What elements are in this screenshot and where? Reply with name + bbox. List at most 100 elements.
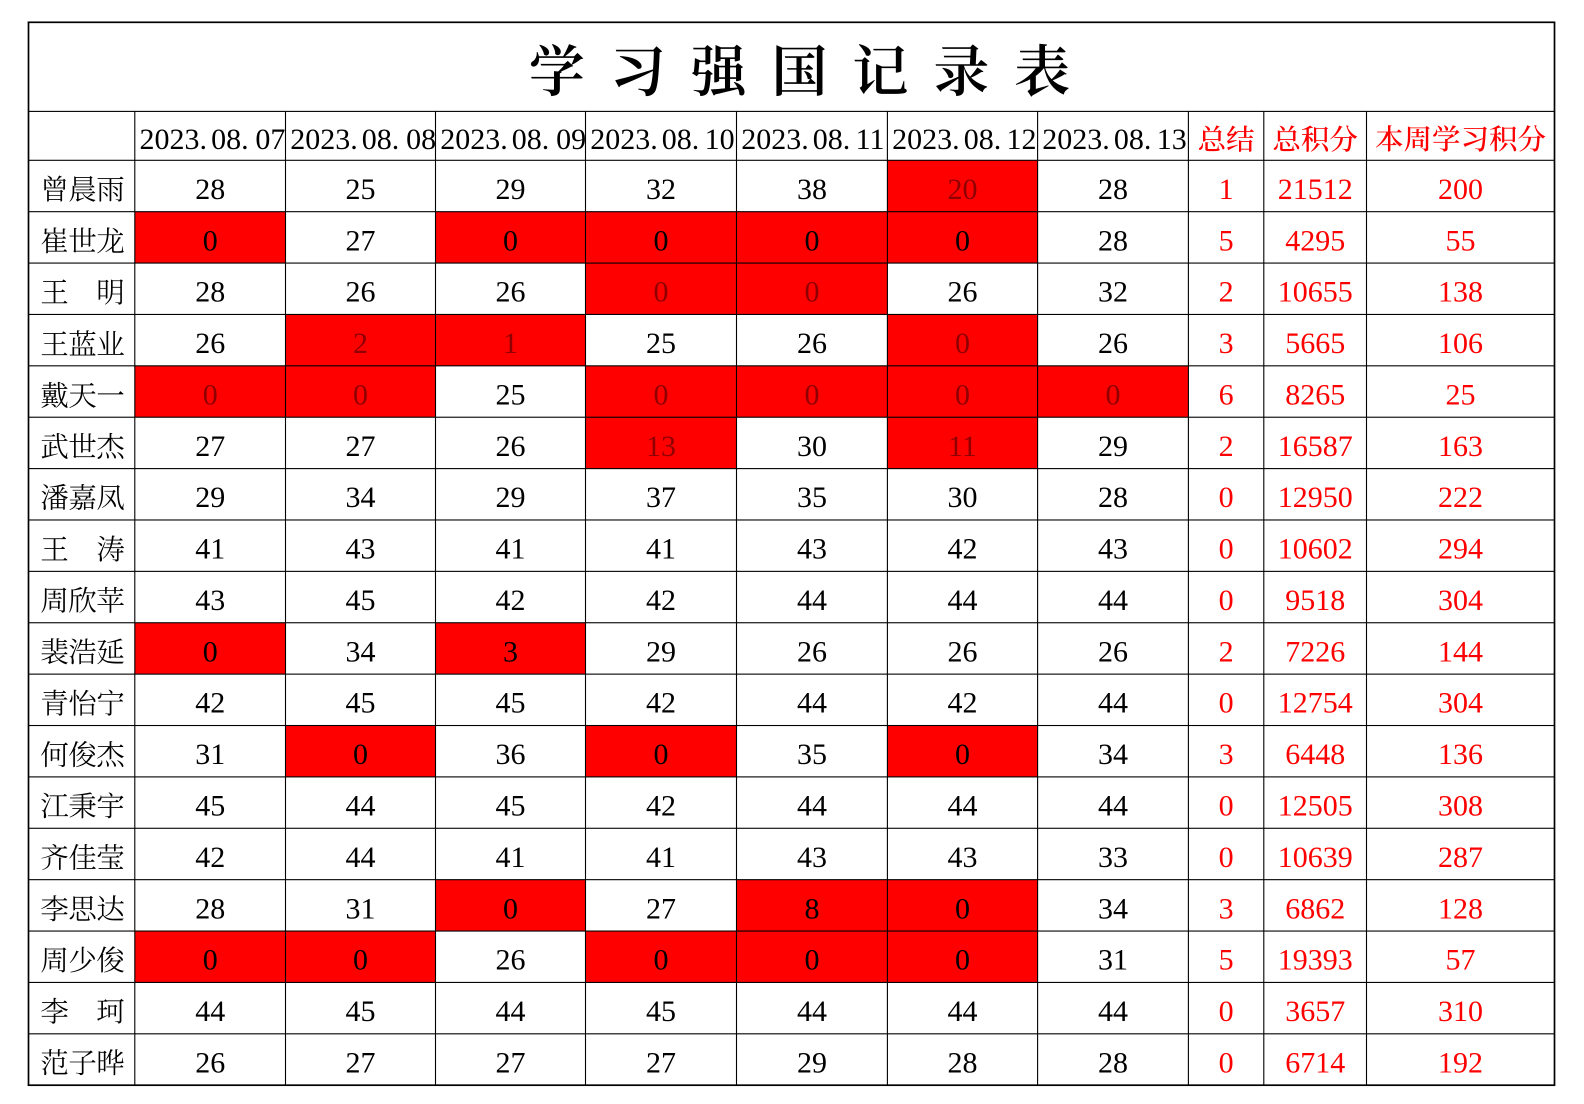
svg-text:2023.: 2023. [440,123,508,156]
svg-text:38: 38 [797,173,827,206]
svg-text:27: 27 [195,430,225,463]
svg-text:42: 42 [195,687,225,720]
svg-text:0: 0 [654,738,669,771]
svg-text:29: 29 [496,173,526,206]
svg-text:10602: 10602 [1278,533,1353,566]
svg-text:0: 0 [503,224,518,257]
svg-text:0: 0 [805,276,820,309]
svg-text:0: 0 [203,378,218,411]
svg-text:0: 0 [955,892,970,925]
svg-text:27: 27 [646,892,676,925]
svg-text:26: 26 [195,327,225,360]
svg-text:44: 44 [797,584,827,617]
svg-text:26: 26 [797,327,827,360]
svg-text:44: 44 [948,790,978,823]
svg-text:42: 42 [195,841,225,874]
svg-text:2: 2 [1219,430,1234,463]
svg-text:08.: 08. [1114,123,1152,156]
svg-text:45: 45 [496,790,526,823]
svg-text:222: 222 [1438,481,1483,514]
svg-text:37: 37 [646,481,676,514]
svg-text:26: 26 [496,276,526,309]
svg-text:43: 43 [948,841,978,874]
svg-text:12950: 12950 [1278,481,1353,514]
svg-text:0: 0 [1219,481,1234,514]
svg-text:28: 28 [1098,173,1128,206]
svg-text:45: 45 [346,584,376,617]
svg-text:41: 41 [646,533,676,566]
svg-text:6: 6 [1219,378,1234,411]
svg-text:08.: 08. [362,123,400,156]
svg-text:08.: 08. [512,123,550,156]
svg-text:45: 45 [646,995,676,1028]
svg-text:11: 11 [948,430,977,463]
svg-text:9518: 9518 [1285,584,1345,617]
svg-text:304: 304 [1438,687,1483,720]
svg-text:192: 192 [1438,1046,1483,1079]
svg-text:27: 27 [346,430,376,463]
svg-text:44: 44 [1098,790,1128,823]
svg-text:0: 0 [353,944,368,977]
svg-text:36: 36 [496,738,526,771]
svg-text:34: 34 [346,481,376,514]
svg-text:5665: 5665 [1285,327,1345,360]
svg-text:6862: 6862 [1285,892,1345,925]
svg-text:44: 44 [346,790,376,823]
svg-text:28: 28 [948,1046,978,1079]
svg-text:41: 41 [646,841,676,874]
svg-text:26: 26 [195,1046,225,1079]
svg-text:34: 34 [346,635,376,668]
svg-text:41: 41 [496,841,526,874]
svg-text:45: 45 [346,995,376,1028]
svg-text:28: 28 [1098,1046,1128,1079]
svg-text:34: 34 [1098,738,1128,771]
svg-text:44: 44 [195,995,225,1028]
svg-text:1: 1 [1219,173,1234,206]
svg-text:310: 310 [1438,995,1483,1028]
svg-text:43: 43 [797,533,827,566]
svg-text:44: 44 [346,841,376,874]
svg-text:26: 26 [1098,635,1128,668]
svg-text:2023.: 2023. [892,123,960,156]
svg-text:0: 0 [203,944,218,977]
svg-text:12: 12 [1007,123,1037,156]
svg-text:16587: 16587 [1278,430,1353,463]
svg-text:44: 44 [1098,584,1128,617]
svg-text:55: 55 [1446,224,1476,257]
svg-text:44: 44 [496,995,526,1028]
svg-text:10655: 10655 [1278,276,1353,309]
svg-text:44: 44 [797,995,827,1028]
svg-text:0: 0 [955,738,970,771]
svg-text:29: 29 [195,481,225,514]
svg-text:43: 43 [195,584,225,617]
svg-text:08: 08 [406,123,436,156]
svg-text:44: 44 [1098,995,1128,1028]
svg-text:29: 29 [646,635,676,668]
svg-text:0: 0 [955,327,970,360]
svg-text:08.: 08. [813,123,851,156]
svg-text:2023.: 2023. [140,123,208,156]
svg-text:6448: 6448 [1285,738,1345,771]
svg-text:43: 43 [797,841,827,874]
svg-text:44: 44 [948,995,978,1028]
svg-text:304: 304 [1438,584,1483,617]
svg-text:0: 0 [955,378,970,411]
svg-text:287: 287 [1438,841,1483,874]
svg-text:0: 0 [1219,841,1234,874]
svg-text:163: 163 [1438,430,1483,463]
svg-text:08.: 08. [964,123,1002,156]
svg-text:57: 57 [1446,944,1476,977]
svg-text:25: 25 [1446,378,1476,411]
svg-text:12505: 12505 [1278,790,1353,823]
svg-text:2: 2 [353,327,368,360]
svg-text:34: 34 [1098,892,1128,925]
svg-text:29: 29 [797,1046,827,1079]
svg-text:26: 26 [948,635,978,668]
svg-text:27: 27 [346,1046,376,1079]
svg-text:2: 2 [1219,635,1234,668]
svg-text:43: 43 [1098,533,1128,566]
svg-text:0: 0 [955,944,970,977]
svg-text:45: 45 [195,790,225,823]
svg-text:26: 26 [496,944,526,977]
svg-text:3: 3 [1219,738,1234,771]
